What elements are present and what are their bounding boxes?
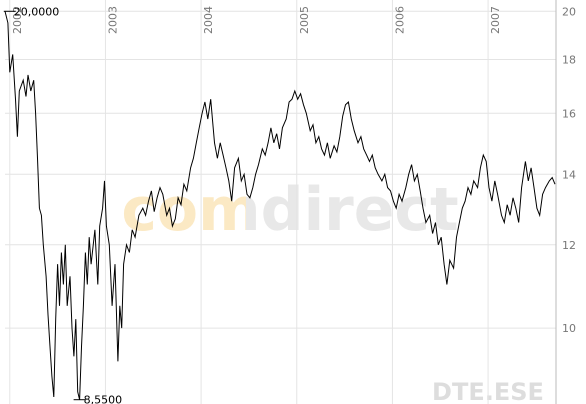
x-tick-label: 2004: [202, 6, 215, 34]
y-tick-label: 18: [562, 53, 576, 66]
y-tick-label: 20: [562, 5, 576, 18]
x-tick-label: 2002: [11, 6, 24, 34]
y-tick-label: 14: [562, 168, 576, 181]
y-tick-label: 12: [562, 239, 576, 252]
price-line: [4, 11, 556, 400]
x-tick-label: 2006: [393, 6, 406, 34]
x-tick-label: 2005: [298, 6, 311, 34]
annotation: 8,5500: [84, 394, 123, 404]
annotation: 20,0000: [14, 5, 60, 18]
y-tick-label: 16: [562, 107, 576, 120]
y-tick-label: 10: [562, 322, 576, 335]
watermark: comdirect: [121, 175, 458, 245]
x-tick-label: 2007: [489, 6, 502, 34]
x-tick-label: 2003: [106, 6, 119, 34]
